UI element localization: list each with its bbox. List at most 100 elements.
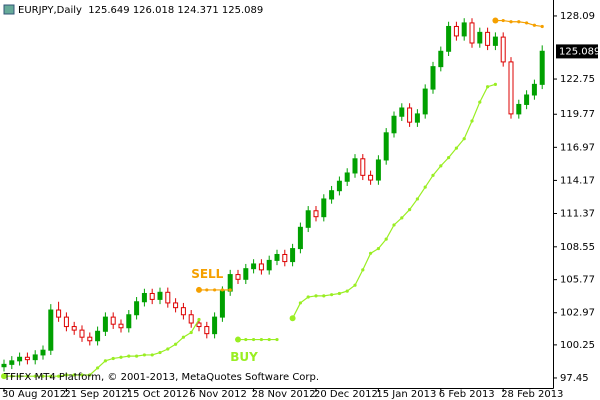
candle-body: [87, 336, 93, 342]
candle-body: [212, 316, 218, 335]
indicator-dot: [267, 337, 271, 342]
indicator-dot: [298, 301, 302, 305]
indicator-dot: [439, 164, 443, 168]
indicator-start: [1, 373, 7, 380]
y-tick-label: 105.77: [560, 275, 595, 286]
indicator-dot: [540, 24, 544, 29]
candle-body: [508, 61, 514, 115]
candle-body: [297, 226, 303, 250]
candle-body: [282, 253, 288, 263]
x-tick-label: 28 Nov 2012: [252, 389, 316, 400]
indicator-dot: [415, 197, 419, 201]
candle-body: [360, 158, 366, 176]
indicator-dot: [213, 288, 217, 292]
indicator-dot: [96, 366, 100, 370]
candle-body: [118, 323, 124, 329]
candle-body: [375, 159, 381, 181]
symbol-icon: [3, 4, 15, 15]
indicator-dot: [330, 293, 334, 297]
indicator-dot: [493, 82, 497, 86]
indicator-dot: [314, 294, 318, 298]
indicator-dot: [142, 353, 146, 357]
candle-body: [313, 210, 319, 218]
last-price-box: [556, 44, 598, 59]
indicator-start: [289, 315, 296, 322]
candle-body: [102, 316, 108, 332]
indicator-dot: [205, 288, 209, 292]
candle-body: [258, 263, 264, 271]
x-tick-label: 28 Feb 2013: [501, 389, 563, 400]
indicator-dot: [181, 335, 185, 339]
candle-body: [274, 253, 280, 261]
indicator-dot: [252, 337, 256, 342]
y-tick-label: 114.17: [560, 175, 595, 186]
indicator-dot: [361, 268, 365, 272]
y-tick-label: 100.25: [560, 340, 595, 351]
candle-body: [383, 132, 389, 161]
indicator-dot: [41, 374, 45, 378]
candle-body: [243, 268, 249, 280]
indicator-dot: [400, 216, 404, 220]
indicator-dot: [135, 354, 139, 358]
candle-body: [40, 349, 46, 356]
candle-body: [141, 292, 147, 303]
indicator-dot: [10, 374, 14, 378]
x-tick-label: 6 Nov 2012: [189, 389, 247, 400]
indicator-dot: [353, 283, 357, 287]
candle-body: [126, 314, 132, 329]
x-tick-label: 21 Sep 2012: [64, 389, 127, 400]
candle-body: [204, 326, 210, 335]
indicator-dot: [454, 146, 458, 150]
indicator-dot: [150, 353, 154, 357]
y-tick-label: 111.37: [560, 208, 595, 219]
candle-body: [368, 174, 374, 181]
candle-body: [336, 180, 342, 192]
candle-body: [531, 83, 537, 96]
indicator-dot: [18, 374, 22, 378]
x-tick-label: 30 Aug 2012: [2, 389, 66, 400]
candle-body: [219, 290, 225, 318]
y-tick-label: 122.75: [560, 74, 595, 85]
candle-body: [414, 113, 420, 123]
candle-body: [516, 103, 522, 115]
footer: TFIFX MT4 Platform, © 2001-2013, MetaQuo…: [3, 372, 319, 383]
indicator-dot: [501, 18, 505, 23]
candle-body: [9, 360, 15, 365]
indicator-dot: [462, 137, 466, 141]
candle-body: [149, 292, 155, 300]
x-tick-label: 15 Oct 2012: [127, 389, 189, 400]
candle-body: [17, 356, 23, 362]
indicator-dot: [33, 374, 37, 378]
candle-body: [95, 330, 101, 342]
y-tick-label: 116.97: [560, 142, 595, 153]
indicator-dot: [127, 354, 131, 358]
candle-body: [32, 354, 38, 361]
candle-body: [48, 309, 54, 351]
indicator-dot: [64, 373, 68, 377]
indicator-dot: [525, 21, 529, 25]
candle-body: [524, 94, 530, 105]
indicator-dot: [509, 20, 513, 24]
indicator-dot: [189, 330, 193, 335]
candle-body: [391, 115, 397, 134]
indicator-dot: [478, 100, 482, 104]
indicator-start: [196, 286, 202, 293]
candle-body: [63, 316, 69, 328]
candle-body: [79, 329, 85, 338]
chart-title: EURJPY,Daily 125.649 126.018 124.371 125…: [18, 5, 263, 16]
last-price-label: 125.089: [559, 46, 600, 57]
y-tick-label: 119.77: [560, 109, 595, 120]
candle-body: [251, 263, 257, 270]
candle-body: [539, 50, 545, 85]
indicator-dot: [88, 373, 92, 377]
candle-body: [235, 274, 241, 280]
x-tick-label: 20 Dec 2012: [314, 389, 378, 400]
indicator-dot: [57, 374, 61, 378]
candle-body: [446, 25, 452, 52]
y-tick-label: 97.45: [560, 373, 589, 384]
indicator-dot: [532, 23, 537, 27]
candle-body: [173, 302, 179, 309]
indicator-dot: [220, 288, 224, 292]
indicator-dot: [376, 246, 380, 251]
